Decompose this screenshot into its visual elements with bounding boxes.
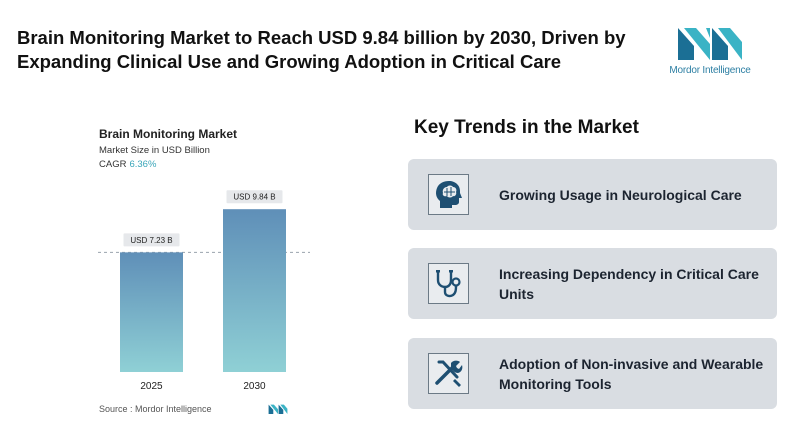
- trend-card-critical-care: Increasing Dependency in Critical Care U…: [408, 248, 777, 319]
- trend-card-wearable-tools: Adoption of Non-invasive and Wearable Mo…: [408, 338, 777, 409]
- chart-cagr: CAGR 6.36%: [99, 159, 156, 170]
- source-logo-icon: [268, 404, 288, 414]
- trend-card-neurological-care: Growing Usage in Neurological Care: [408, 159, 777, 230]
- x-tick-label-2030: 2030: [243, 381, 266, 392]
- bar-2030: [223, 209, 286, 372]
- data-label-2030: USD 9.84 B: [233, 193, 275, 202]
- chart-subtitle: Market Size in USD Billion: [99, 145, 210, 156]
- bar-2025: [120, 252, 183, 372]
- cagr-value: 6.36%: [129, 159, 157, 170]
- x-tick-label-2025: 2025: [140, 381, 163, 392]
- chart-title: Brain Monitoring Market: [99, 127, 238, 141]
- mordor-logo: Mordor Intelligence: [667, 24, 753, 80]
- tools-icon: [428, 353, 469, 394]
- trends-title: Key Trends in the Market: [414, 117, 639, 138]
- trend-label: Growing Usage in Neurological Care: [499, 186, 742, 203]
- cagr-label: CAGR: [99, 159, 127, 170]
- trend-label: Increasing Dependency in Critical Care U…: [499, 265, 759, 302]
- trend-label: Adoption of Non-invasive and Wearable Mo…: [499, 355, 764, 392]
- data-label-box-2030: [226, 190, 283, 204]
- page-headline: Brain Monitoring Market to Reach USD 9.8…: [17, 27, 626, 72]
- brain-head-icon: [428, 174, 469, 215]
- stethoscope-icon: [428, 263, 469, 304]
- source-note: Source : Mordor Intelligence: [99, 404, 212, 414]
- data-label-box-2025: [123, 233, 180, 247]
- mordor-logo-mark-icon: [678, 28, 742, 60]
- bar-chart: USD 7.23 B 2025 USD 9.84 B 2030: [98, 190, 310, 392]
- logo-text: Mordor Intelligence: [669, 65, 751, 76]
- data-label-2025: USD 7.23 B: [130, 236, 172, 245]
